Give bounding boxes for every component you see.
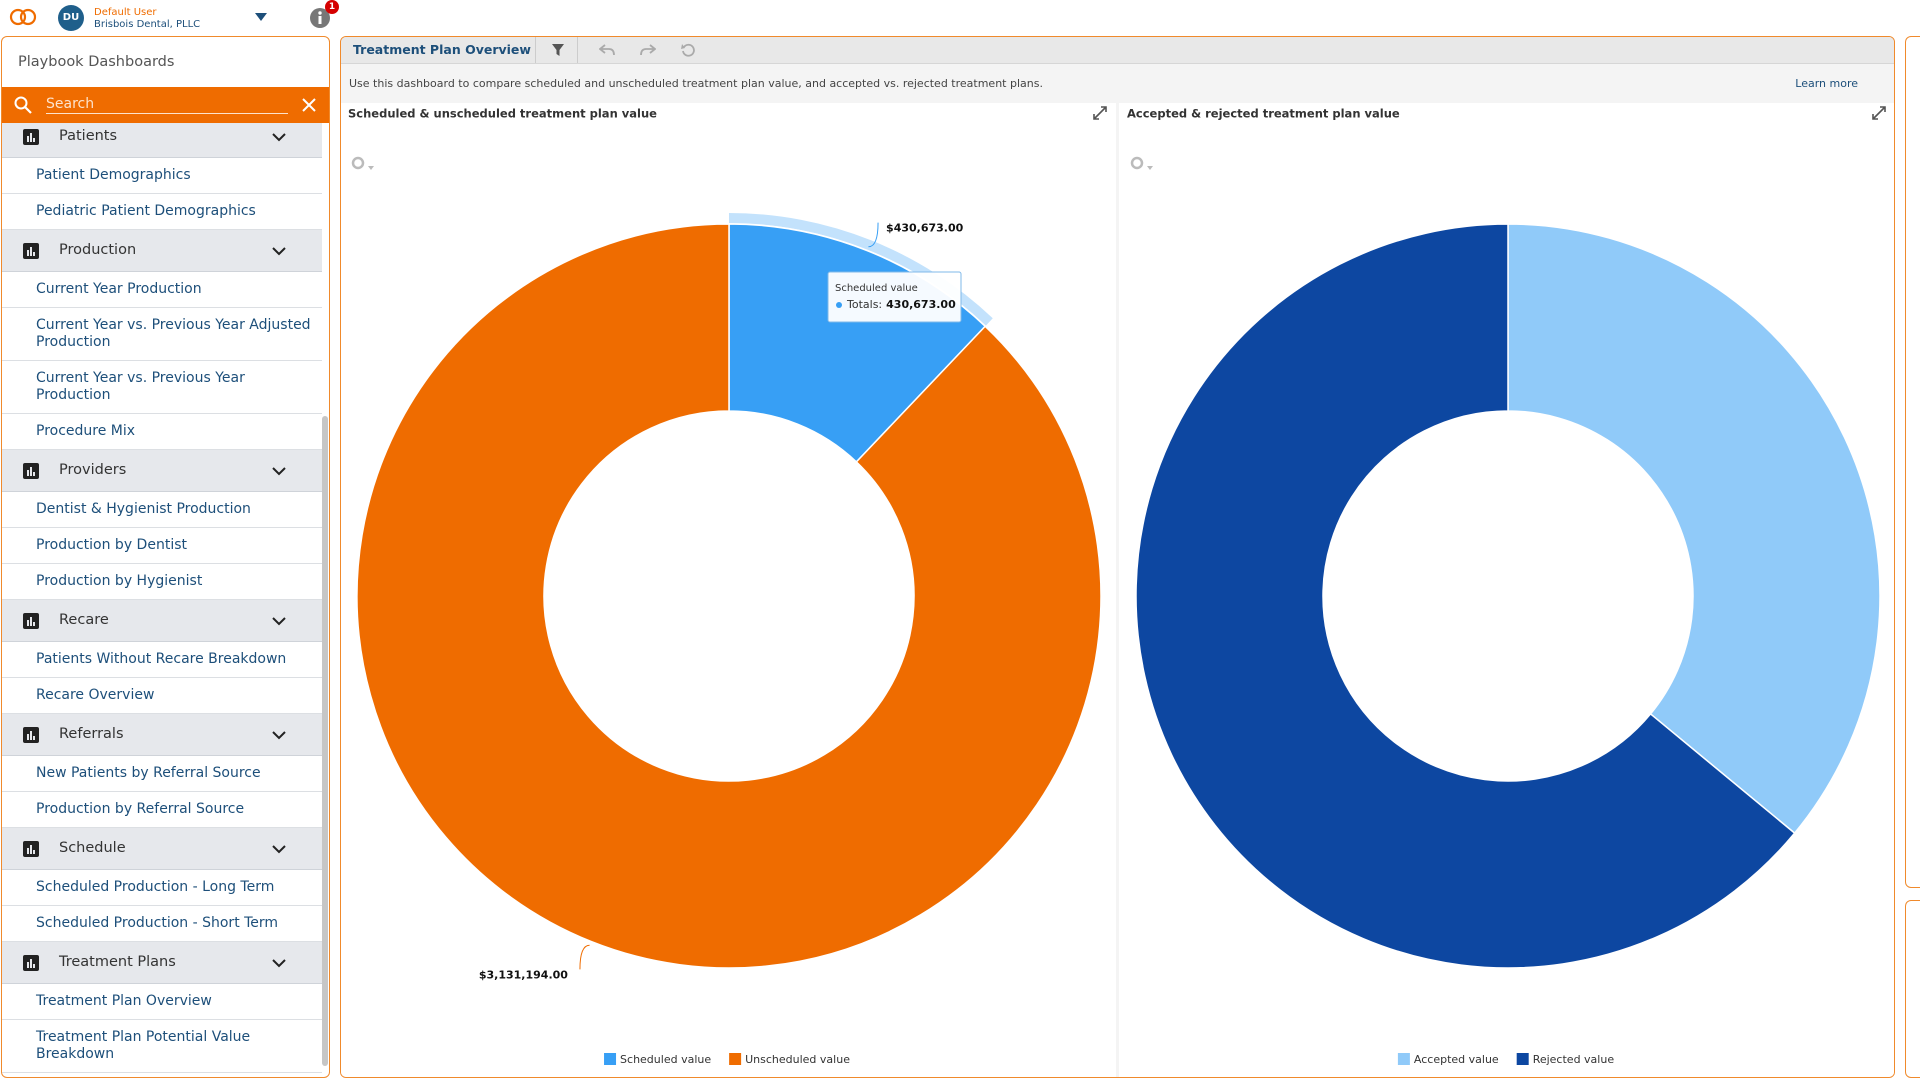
group-icon <box>23 955 39 971</box>
sidebar: Playbook Dashboards Search Patients Patie… <box>1 36 330 1078</box>
dashboard-link[interactable]: Current Year Production <box>2 272 322 308</box>
dashboard-link[interactable]: Pediatric Patient Demographics <box>2 194 322 230</box>
group-title: Patients <box>59 128 118 144</box>
dashboard-link[interactable]: Patients Without Recare Breakdown <box>2 642 322 678</box>
search-icon <box>14 96 32 114</box>
dashboard-link[interactable]: Scheduled Production - Long Term <box>2 870 322 906</box>
notification-badge: 1 <box>325 0 339 14</box>
search-bar[interactable]: Search <box>2 87 329 123</box>
chevron[interactable] <box>272 958 286 968</box>
separator <box>577 37 578 63</box>
chevron[interactable] <box>272 844 286 854</box>
group-header[interactable]: Recare <box>2 600 322 642</box>
dashboard-link[interactable]: Scheduled Production - Short Term <box>2 906 322 942</box>
dashboard-panel: Treatment Plan Overview Use this dashboa… <box>340 36 1895 1078</box>
dashboard-link[interactable]: Production by Referral Source <box>2 792 322 828</box>
group-title: Referrals <box>59 726 124 742</box>
group-icon <box>23 243 39 259</box>
group-title: Production <box>59 242 137 258</box>
dashboard-link[interactable]: Dentist & Hygienist Production <box>2 492 322 528</box>
chevron[interactable] <box>272 466 286 476</box>
side-panel <box>1905 900 1920 1078</box>
reset-icon[interactable] <box>681 43 695 57</box>
group-header[interactable]: Production <box>2 230 322 272</box>
chevron[interactable] <box>272 730 286 740</box>
dashboard-link[interactable]: Treatment Plan Overview <box>2 984 322 1020</box>
group-icon <box>23 613 39 629</box>
user-name: Default User <box>94 7 157 18</box>
group-header[interactable]: Patients <box>2 123 322 158</box>
clear-search[interactable] <box>302 98 316 112</box>
dashboard-link[interactable]: Patient Demographics <box>2 158 322 194</box>
group-header[interactable]: Treatment Plans <box>2 942 322 984</box>
group-icon <box>23 463 39 479</box>
dashboard-list: Patients Patient Demographics Pediatric Pa… <box>2 123 322 1077</box>
side-panel <box>1905 36 1920 888</box>
group-header[interactable]: Schedule <box>2 828 322 870</box>
chevron[interactable] <box>272 132 286 142</box>
dashboard-description: Use this dashboard to compare scheduled … <box>349 77 1043 90</box>
chevron[interactable] <box>272 616 286 626</box>
chevron[interactable] <box>272 246 286 256</box>
dashboard-link[interactable]: New Patients by Referral Source <box>2 756 322 792</box>
organization: Brisbois Dental, PLLC <box>94 19 201 30</box>
redo-icon[interactable] <box>640 44 656 56</box>
dashboard-title: Treatment Plan Overview <box>353 42 531 57</box>
dashboard-link[interactable]: Procedure Mix <box>2 414 322 450</box>
chart-panel <box>341 103 1116 1077</box>
dashboard-link[interactable]: Current Year vs. Previous Year Adjusted … <box>2 308 322 361</box>
group-title: Schedule <box>59 840 126 856</box>
dashboard-link[interactable]: Production by Hygienist <box>2 564 322 600</box>
group-title: Recare <box>59 612 109 628</box>
scrollbar[interactable] <box>322 416 328 1066</box>
dashboard-link[interactable]: Production by Dentist <box>2 528 322 564</box>
group-header[interactable]: Referrals <box>2 714 322 756</box>
group-icon <box>23 129 39 145</box>
separator <box>535 37 536 63</box>
chart-panel <box>1119 103 1894 1077</box>
filter-icon[interactable] <box>551 43 565 57</box>
avatar[interactable]: DU <box>58 5 84 31</box>
dashboard-link[interactable]: Treatment Plan Potential Value Breakdown <box>2 1020 322 1073</box>
top-bar: DU Default User Brisbois Dental, PLLC 1 <box>0 0 1920 34</box>
sidebar-title: Playbook Dashboards <box>18 54 175 70</box>
dashboard-link[interactable]: Current Year vs. Previous Year Productio… <box>2 361 322 414</box>
group-header[interactable]: Providers <box>2 450 322 492</box>
group-title: Treatment Plans <box>59 954 176 970</box>
search-input[interactable]: Search <box>46 96 288 114</box>
dropdown-arrow[interactable] <box>254 12 268 22</box>
toolbar: Treatment Plan Overview <box>341 37 1894 64</box>
logo <box>9 8 37 26</box>
group-icon <box>23 727 39 743</box>
group-icon <box>23 841 39 857</box>
info-icon[interactable] <box>308 6 332 30</box>
undo-icon[interactable] <box>599 44 615 56</box>
dashboard-link[interactable]: Recare Overview <box>2 678 322 714</box>
learn-more-link[interactable]: Learn more <box>1795 77 1858 90</box>
group-title: Providers <box>59 462 127 478</box>
